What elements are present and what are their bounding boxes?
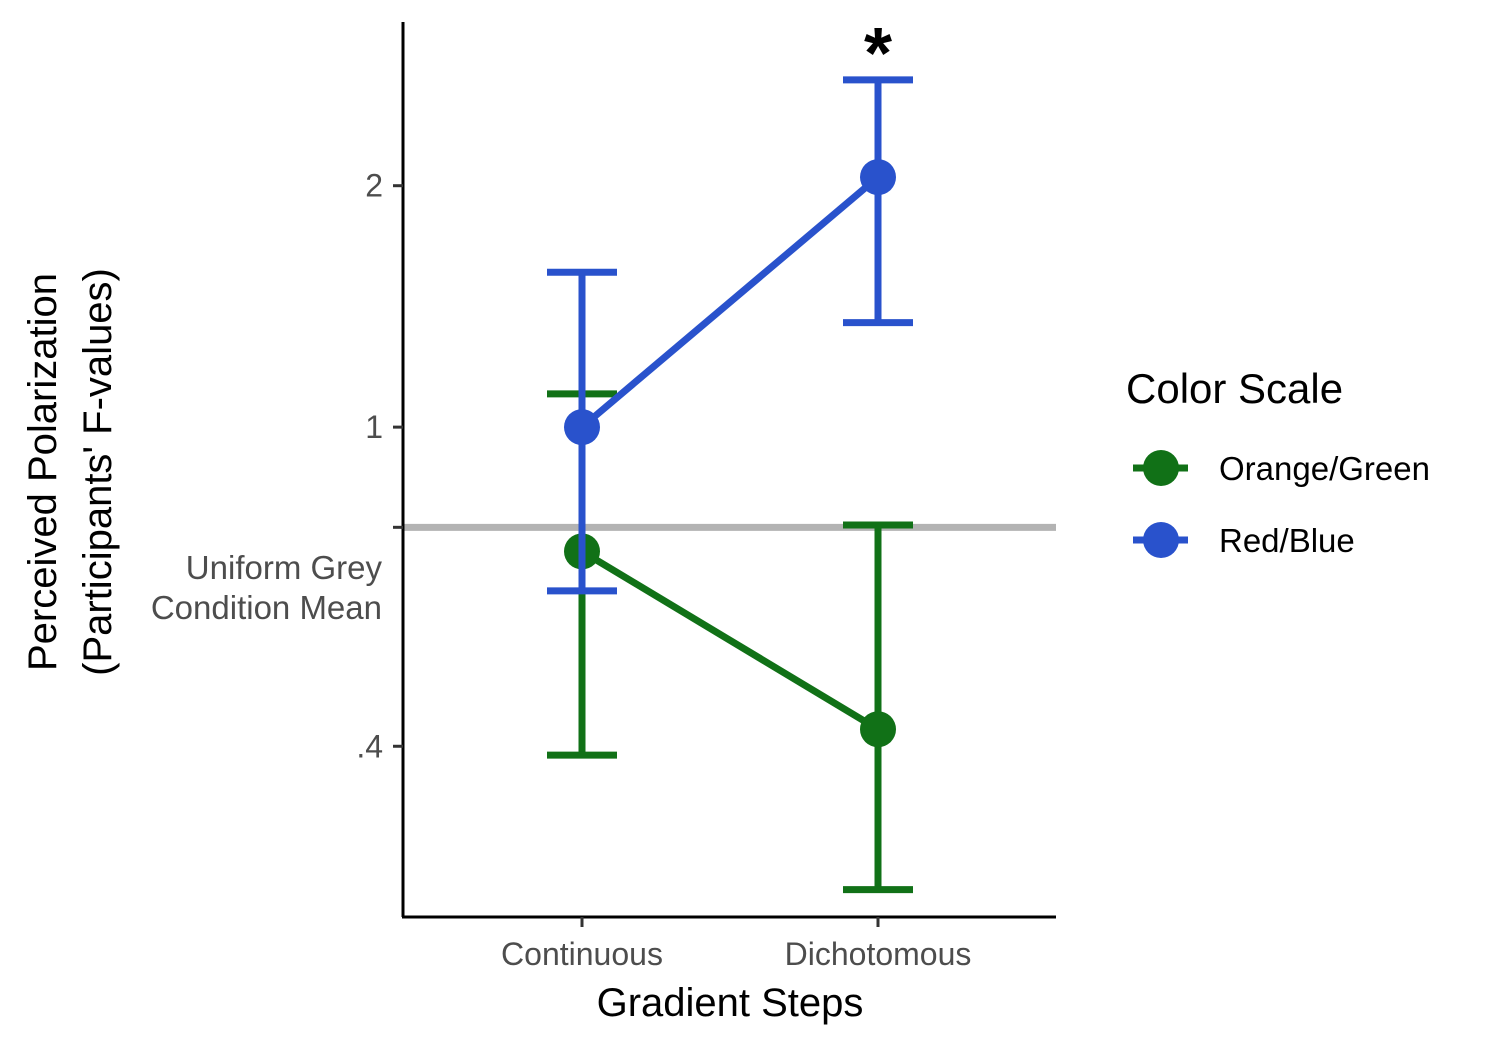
legend-key-point-1 (1143, 522, 1179, 558)
x-axis-title: Gradient Steps (597, 981, 864, 1025)
y-axis-title-line2: (Participants' F-values) (76, 268, 120, 676)
y-axis-title-line1: Perceived Polarization (21, 273, 65, 671)
series-1 (547, 76, 913, 595)
series-0 (547, 390, 913, 894)
legend-key-point-0 (1143, 450, 1179, 486)
legend-items: Orange/Green Red/Blue (1133, 450, 1430, 559)
legend-label-0: Orange/Green (1219, 450, 1430, 487)
data-point-1-0 (564, 409, 600, 446)
significance-annotation-0: * (864, 14, 892, 94)
y-tick-label-2: 2 (365, 168, 383, 204)
x-ticks: Continuous Dichotomous (501, 917, 971, 972)
legend: Color Scale Orange/Green Red/Blue (1126, 365, 1430, 559)
legend-title: Color Scale (1126, 365, 1343, 412)
series-line-1 (579, 174, 881, 430)
series-line-0 (580, 548, 880, 733)
y-tick-label-0: .4 (356, 728, 383, 764)
annotations: * (864, 14, 892, 94)
legend-item-0: Orange/Green (1133, 450, 1430, 487)
data-point-1-1 (860, 159, 896, 196)
series-layer (547, 76, 913, 894)
reference-label-line2: Condition Mean (151, 589, 382, 626)
legend-item-1: Red/Blue (1133, 522, 1355, 559)
x-tick-label-1: Dichotomous (785, 936, 972, 972)
y-tick-label-1: 1 (365, 409, 383, 445)
reference-label-line1: Uniform Grey (186, 549, 383, 586)
legend-label-1: Red/Blue (1219, 522, 1355, 559)
axes-layer (401, 22, 1056, 919)
data-point-0-1 (860, 711, 896, 748)
x-tick-label-0: Continuous (501, 936, 663, 972)
y-ticks: .4 1 2 (356, 168, 403, 764)
